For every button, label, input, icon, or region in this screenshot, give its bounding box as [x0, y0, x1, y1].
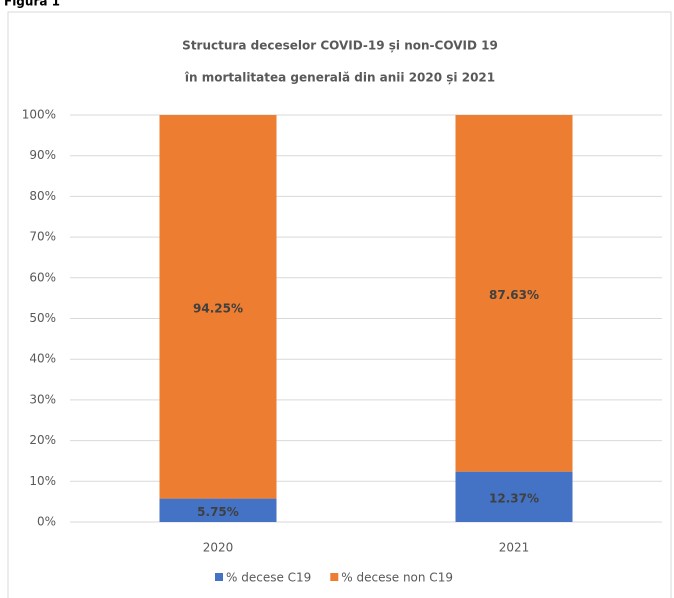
- y-tick-label: 70%: [29, 230, 56, 244]
- legend-label: % decese non C19: [341, 571, 453, 585]
- data-label: 94.25%: [193, 301, 243, 315]
- x-tick-label: 2020: [203, 541, 234, 555]
- bar-segment: [159, 498, 277, 522]
- y-tick-label: 100%: [22, 108, 56, 122]
- data-label: 5.75%: [197, 505, 239, 519]
- bar-segment: [455, 471, 573, 522]
- data-label: 87.63%: [489, 288, 539, 302]
- caption: Figura 1: [4, 0, 60, 9]
- y-tick-label: 40%: [29, 352, 56, 366]
- y-tick-label: 90%: [29, 148, 56, 162]
- legend-label: % decese C19: [226, 571, 311, 585]
- y-tick-label: 60%: [29, 270, 56, 284]
- chart-title: în mortalitatea generală din anii 2020 ș…: [184, 71, 495, 85]
- y-tick-label: 30%: [29, 392, 56, 406]
- y-tick-label: 20%: [29, 433, 56, 447]
- legend-swatch: [330, 573, 339, 581]
- bar-segment: [455, 115, 573, 472]
- x-tick-label: 2021: [499, 541, 530, 555]
- y-tick-label: 80%: [29, 189, 56, 203]
- bar-segment: [159, 115, 277, 499]
- y-tick-label: 50%: [29, 311, 56, 325]
- chart-title: Structura deceselor COVID-19 și non-COVI…: [182, 39, 498, 53]
- y-tick-label: 10%: [29, 474, 56, 488]
- legend-swatch: [215, 573, 223, 581]
- data-label: 12.37%: [489, 491, 539, 505]
- y-tick-label: 0%: [37, 515, 56, 529]
